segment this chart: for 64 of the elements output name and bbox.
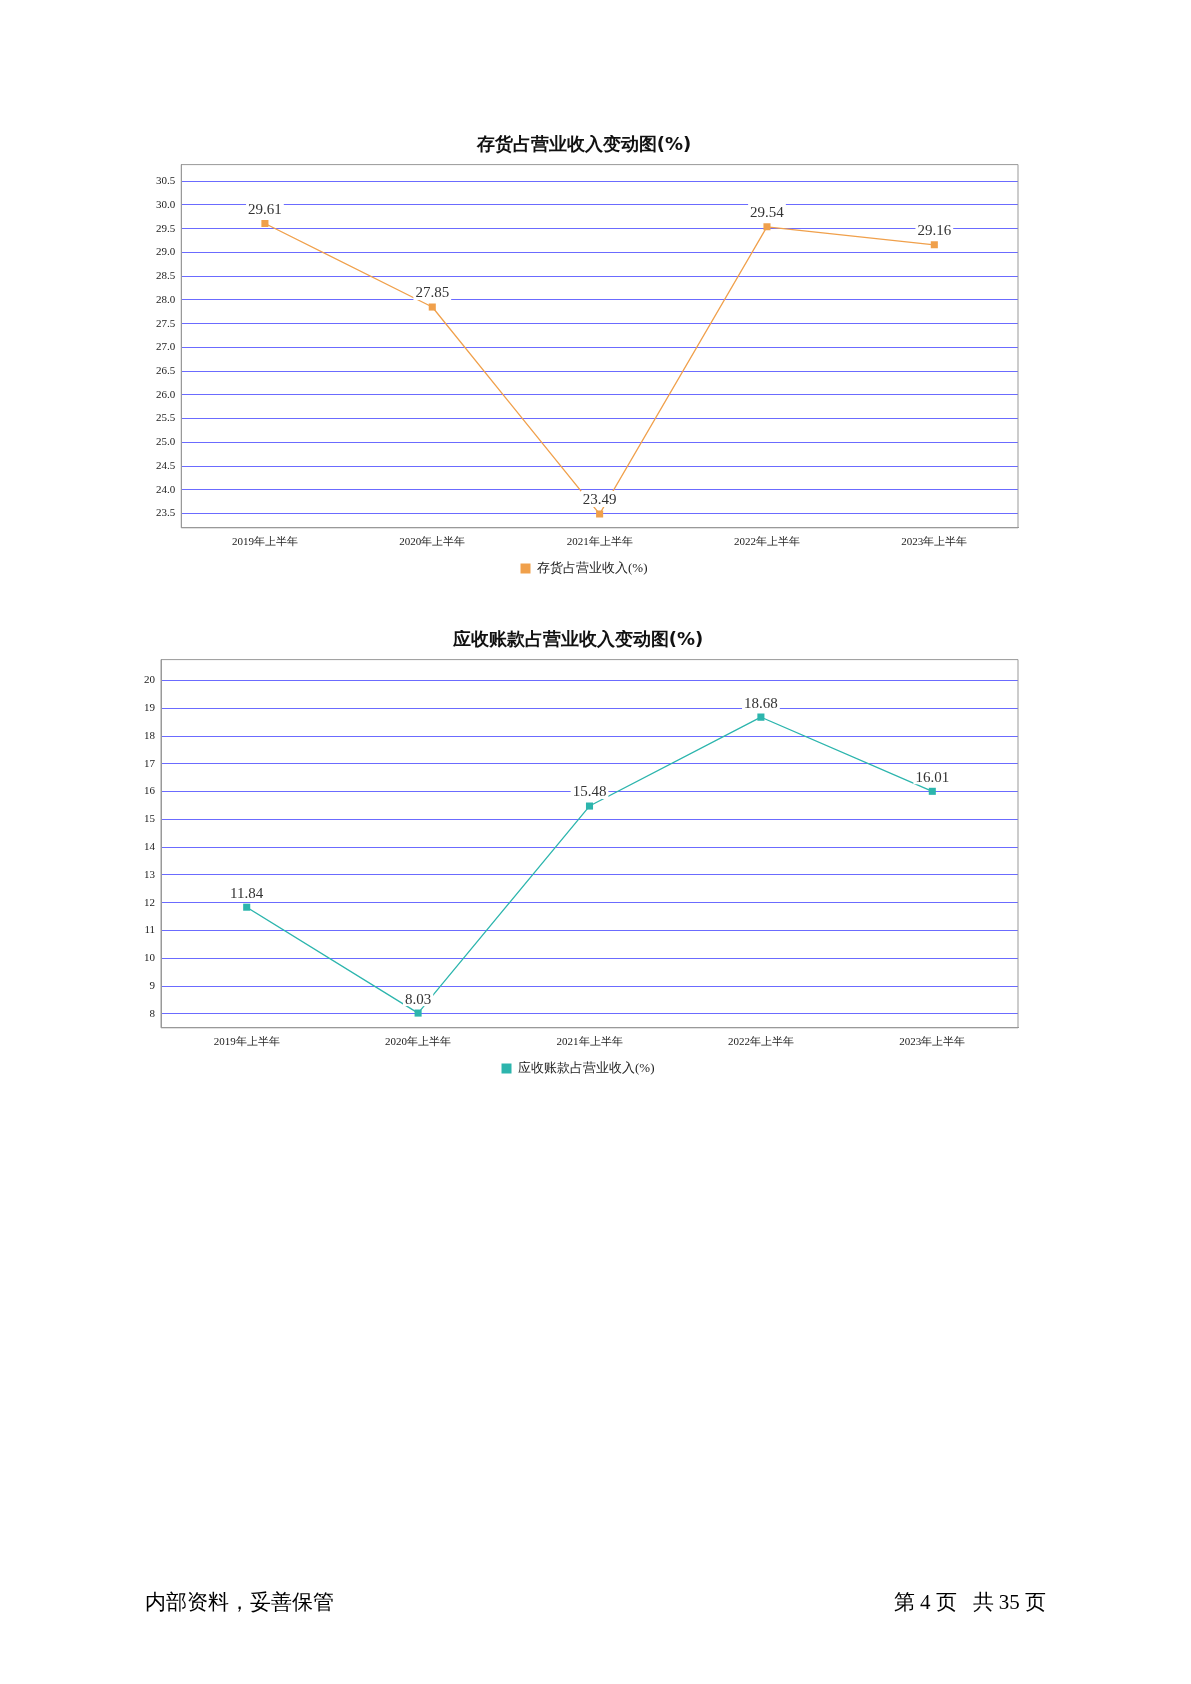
y-tick-label: 25.0: [156, 435, 176, 448]
y-tick-label: 16: [144, 784, 156, 797]
y-tick-label: 23.5: [156, 506, 176, 519]
y-tick-label: 24.5: [156, 458, 176, 471]
point: [928, 787, 936, 795]
y-tick-label: 28.5: [156, 269, 176, 282]
x-tick-label: 2019年上半年: [231, 535, 298, 548]
text: 第 4 页 共 35 页: [893, 1589, 1046, 1616]
y-tick-label: 29.5: [156, 221, 176, 234]
y-tick-label: 25.5: [156, 411, 176, 424]
point: [930, 241, 938, 249]
y-tick-label: 9: [149, 979, 156, 992]
point: [757, 713, 765, 721]
x-tick-label: 2022年上半年: [727, 1035, 794, 1048]
y-tick-label: 18: [144, 728, 156, 741]
y-tick-label: 8: [149, 1006, 156, 1019]
data-label: 18.68: [744, 694, 778, 711]
data-label: 15.48: [572, 783, 607, 800]
point: [428, 303, 436, 311]
y-tick-label: 26.5: [156, 364, 176, 377]
data-label: 11.84: [230, 884, 264, 901]
y-tick-label: 19: [144, 701, 156, 714]
point: [261, 219, 269, 228]
y-tick-label: 26.0: [156, 387, 176, 400]
data-label: 29.54: [750, 204, 785, 221]
x-tick-label: 2021年上半年: [566, 535, 633, 548]
y-tick-label: 12: [144, 895, 155, 908]
x-tick-label: 2022年上半年: [733, 535, 800, 548]
y-tick-label: 15: [144, 812, 156, 825]
y-tick-label: 30.5: [156, 174, 176, 187]
chart-title: 应收账款占营业收入变动图(%): [451, 628, 704, 650]
legend-label: 应收账款占营业收入(%): [518, 1059, 655, 1075]
data-label: 16.01: [915, 768, 950, 785]
y-tick-label: 17: [144, 756, 156, 769]
y-tick-label: 30.0: [156, 197, 176, 210]
x-tick-label: 2023年上半年: [899, 1035, 966, 1048]
y-tick-label: 13: [144, 867, 156, 880]
y-tick-label: 20: [144, 673, 156, 686]
data-label: 27.85: [415, 284, 450, 301]
y-tick-label: 27.0: [156, 340, 176, 353]
point: [414, 1009, 422, 1017]
point: [585, 802, 594, 810]
y-tick-label: 27.5: [156, 316, 176, 329]
x-tick-label: 2023年上半年: [901, 535, 968, 548]
legend-label: 存货占营业收入(%): [537, 559, 648, 575]
point: [596, 510, 604, 518]
point: [243, 903, 251, 911]
y-tick-label: 24.0: [156, 482, 176, 495]
data-label: 29.16: [917, 222, 952, 239]
y-tick-label: 10: [144, 951, 156, 964]
x-tick-label: 2021年上半年: [556, 1035, 623, 1048]
x-tick-label: 2020年上半年: [399, 535, 466, 548]
data-label: 29.61: [248, 200, 282, 217]
y-tick-label: 29.0: [156, 245, 176, 258]
x-tick-label: 2019年上半年: [213, 1035, 280, 1048]
text: 内部资料，妥善保管: [145, 1589, 334, 1616]
y-tick-label: 11: [144, 923, 155, 936]
data-label: 23.49: [582, 491, 617, 508]
y-tick-label: 14: [144, 840, 156, 853]
chart-title: 存货占营业收入变动图(%): [475, 133, 692, 155]
point: [763, 223, 771, 231]
data-label: 8.03: [404, 990, 432, 1007]
y-tick-label: 28.0: [156, 292, 176, 305]
x-tick-label: 2020年上半年: [385, 1035, 452, 1048]
